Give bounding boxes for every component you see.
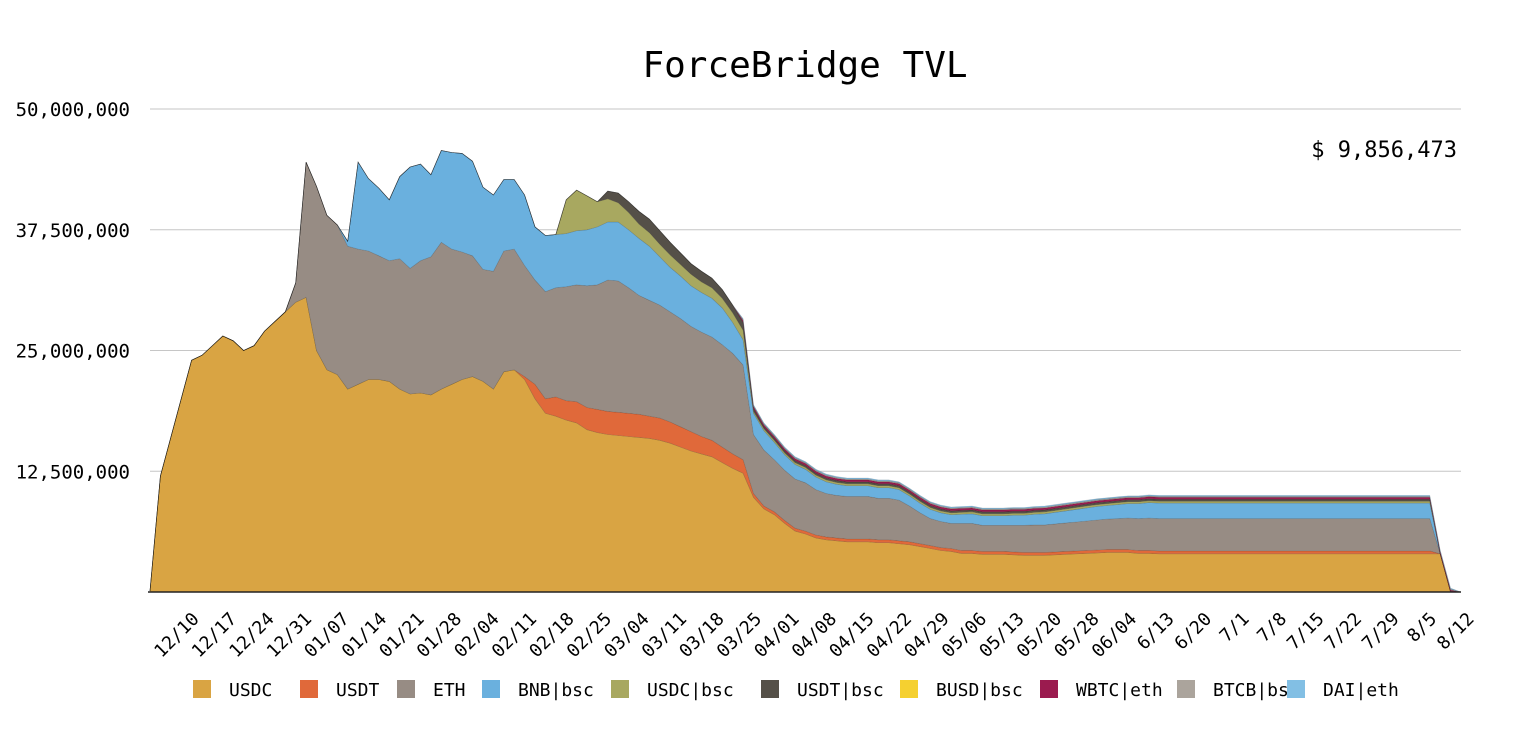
series-area-usdc-bsc bbox=[149, 150, 1461, 593]
legend-swatch-busd-bsc bbox=[900, 680, 918, 698]
series-area-busd-bsc bbox=[149, 150, 1461, 593]
x-tick-label: 7/22 bbox=[1321, 609, 1367, 655]
legend-label-wbtc-eth: WBTC|eth bbox=[1076, 680, 1163, 701]
x-axis-ticks: 12/1012/1712/2412/3101/0701/1401/2101/28… bbox=[150, 609, 1478, 662]
chart-title: ForceBridge TVL bbox=[642, 45, 967, 86]
legend-swatch-eth bbox=[397, 680, 415, 698]
legend-swatch-bnb-bsc bbox=[482, 680, 500, 698]
series-area-usdt-bsc bbox=[149, 150, 1461, 593]
legend-label-usdc-bsc: USDC|bsc bbox=[647, 680, 734, 701]
legend-swatch-usdc bbox=[193, 680, 211, 698]
x-tick-label: 7/1 bbox=[1216, 609, 1254, 647]
y-axis-ticks: 12,500,000 25,000,000 37,500,000 50,000,000 bbox=[16, 99, 130, 483]
legend-swatch-usdt bbox=[300, 680, 318, 698]
legend-swatch-wbtc-eth bbox=[1040, 680, 1058, 698]
y-tick-label: 37,500,000 bbox=[16, 220, 130, 242]
legend-swatch-usdc-bsc bbox=[611, 680, 629, 698]
legend-label-btcb-bsc: BTCB|bsc bbox=[1213, 680, 1300, 701]
x-tick-label: 7/29 bbox=[1358, 609, 1404, 655]
x-tick-label: 8/12 bbox=[1433, 609, 1479, 655]
x-tick-label: 7/15 bbox=[1283, 609, 1329, 655]
legend-label-eth: ETH bbox=[433, 680, 466, 701]
y-tick-label: 50,000,000 bbox=[16, 99, 130, 121]
legend-swatch-usdt-bsc bbox=[761, 680, 779, 698]
legend-label-busd-bsc: BUSD|bsc bbox=[936, 680, 1023, 701]
legend-label-usdc: USDC bbox=[229, 680, 272, 701]
legend-label-bnb-bsc: BNB|bsc bbox=[518, 680, 594, 701]
legend-label-usdt: USDT bbox=[336, 680, 380, 701]
total-tvl-label: $ 9,856,473 bbox=[1311, 138, 1457, 163]
legend-label-dai-eth: DAI|eth bbox=[1323, 680, 1399, 701]
legend-swatch-dai-eth bbox=[1287, 680, 1305, 698]
series-areas bbox=[149, 150, 1462, 593]
x-tick-label: 6/13 bbox=[1133, 609, 1179, 655]
legend-label-usdt-bsc: USDT|bsc bbox=[797, 680, 884, 701]
legend-swatch-btcb-bsc bbox=[1177, 680, 1195, 698]
y-tick-label: 25,000,000 bbox=[16, 341, 130, 363]
x-tick-label: 6/20 bbox=[1171, 609, 1217, 655]
legend: USDC USDT ETH BNB|bsc USDC|bsc USDT|bsc BUSD|b… bbox=[193, 680, 1399, 701]
y-tick-label: 12,500,000 bbox=[16, 461, 130, 483]
